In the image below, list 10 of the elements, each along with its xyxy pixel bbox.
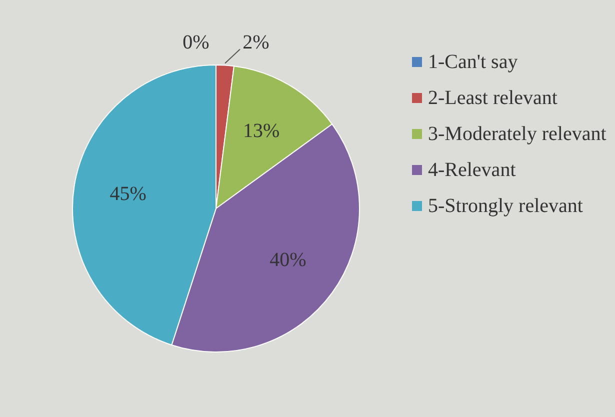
data-label: 2% [242,32,270,54]
legend-label: 4-Relevant [428,158,516,182]
legend-label: 5-Strongly relevant [428,194,583,218]
legend-label: 3-Moderately relevant [428,122,606,146]
data-label: 45% [110,182,146,205]
data-label: 13% [242,120,280,142]
text: 0% [182,31,210,54]
legend-label: 1-Can't say [428,50,518,74]
legend-label: 2-Least relevant [428,86,558,110]
data-label: 40% [270,249,306,272]
